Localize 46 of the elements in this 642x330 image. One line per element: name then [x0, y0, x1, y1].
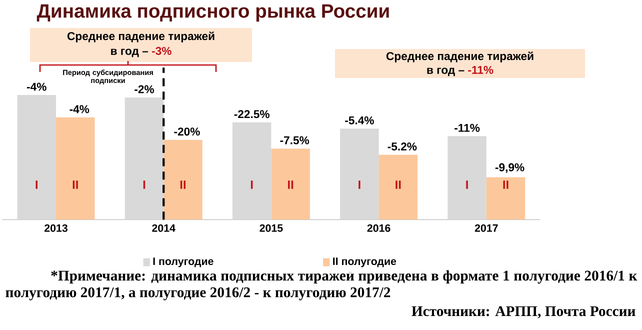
text: -11% — [468, 66, 494, 74]
x-tick-label: 2016 — [367, 224, 390, 232]
bar — [124, 97, 164, 220]
annotation: -5.4% — [345, 116, 374, 124]
annotation: -11% — [454, 124, 480, 132]
bar — [17, 94, 56, 220]
x-tick-label: 2013 — [44, 224, 68, 232]
bar — [448, 136, 486, 220]
annotation: -20% — [174, 128, 200, 136]
text: в год – — [111, 48, 148, 58]
text: Среднее падение тиражей — [386, 52, 534, 62]
annotation: II — [503, 180, 508, 189]
bar — [164, 140, 202, 220]
annotation: -2% — [134, 85, 154, 94]
annotation: II — [396, 180, 401, 189]
annotation: I — [250, 180, 253, 189]
legend-label: II полугодие — [333, 258, 396, 268]
text: Среднее падение тиражей — [67, 32, 214, 42]
annotation: I — [36, 180, 38, 189]
text: -3% — [152, 46, 172, 55]
bar — [486, 177, 526, 220]
annotation: -22.5% — [234, 110, 270, 118]
bar — [56, 117, 95, 220]
bar — [271, 148, 310, 220]
annotation: I — [466, 180, 468, 189]
annotation: -7.5% — [280, 136, 310, 144]
annotation: -4% — [70, 105, 90, 114]
chart-title: Динамика подписного рынка России — [36, 4, 389, 22]
annotation: II — [72, 180, 78, 189]
annotation: II — [180, 180, 186, 189]
annotation: II — [288, 180, 294, 189]
text: *Примечание: динамика подписных тиражей приведена в формате 1 полугодие 2016/1 к полугодию 2017/1, а полугодие 2016/2 - к полугодию 2017/2 — [6, 270, 638, 300]
bar — [340, 128, 379, 220]
annotation: -9,9% — [495, 163, 524, 173]
bar — [232, 122, 272, 220]
x-tick-label: 2015 — [260, 224, 283, 232]
annotation: I — [143, 180, 146, 189]
annotation: -5.2% — [388, 142, 417, 151]
annotation: I — [358, 180, 360, 189]
text: в год – — [427, 68, 464, 76]
annotation: -4% — [27, 82, 46, 91]
bar — [378, 154, 418, 220]
x-tick-label: 2017 — [474, 224, 498, 232]
text: Источники: АРПП, Почта России — [412, 306, 636, 318]
x-tick-label: 2014 — [152, 224, 176, 232]
legend-label: I полугодие — [153, 258, 214, 268]
